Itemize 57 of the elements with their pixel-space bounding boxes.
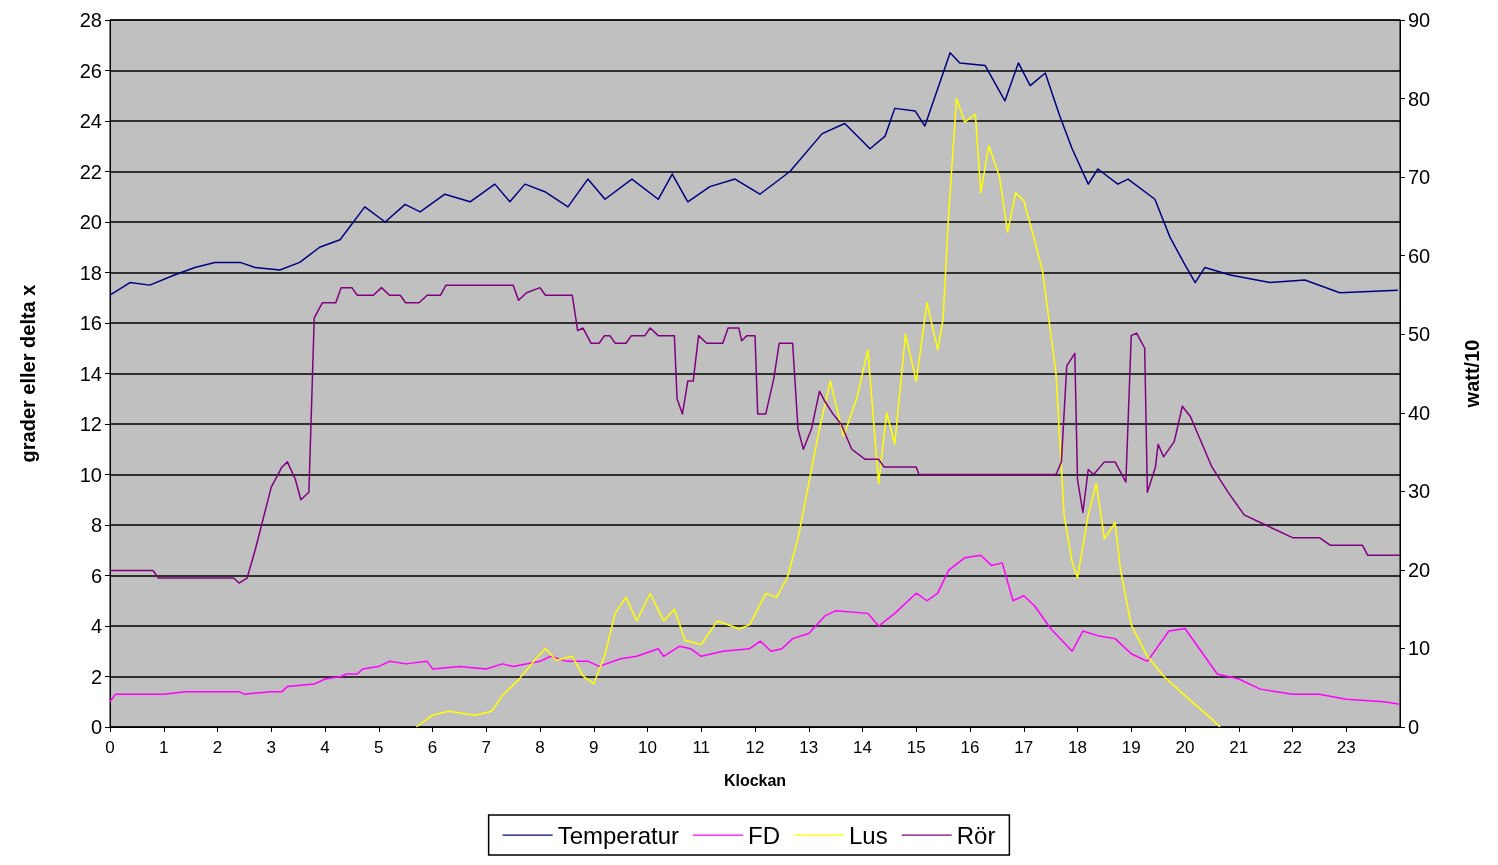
x-axis-title: Klockan	[723, 771, 787, 789]
y-tick-label: 26	[79, 59, 102, 82]
y2-tick-label: 70	[1408, 166, 1431, 189]
x-tick-label: 15	[906, 738, 926, 757]
y2-axis-title: watt/10	[1461, 339, 1483, 409]
x-tick-label: 10	[638, 738, 657, 757]
y2-tick-label: 40	[1408, 401, 1431, 424]
x-tick-label: 6	[427, 738, 438, 757]
x-tick-label: 14	[853, 738, 872, 757]
legend-label: Temperatur	[557, 821, 680, 849]
x-tick-label: 13	[799, 738, 819, 757]
x-tick-label: 23	[1336, 738, 1356, 757]
y-tick-label: 28	[79, 9, 102, 31]
y-tick-label: 16	[79, 312, 102, 334]
line-series	[415, 97, 1221, 728]
y-tick-label: 14	[79, 362, 102, 385]
legend-label: FD	[748, 821, 781, 849]
y2-tick-label: 90	[1408, 9, 1431, 31]
x-tick-label: 9	[589, 738, 599, 757]
legend-label: Lus	[849, 821, 888, 849]
x-tick-label: 21	[1229, 738, 1249, 757]
x-tick-label: 19	[1121, 738, 1141, 757]
y-tick-label: 22	[79, 160, 102, 183]
legend-label: Rör	[956, 821, 996, 849]
x-tick-label: 18	[1068, 738, 1087, 757]
y2-tick-label: 0	[1408, 716, 1420, 738]
y2-tick-label: 30	[1408, 480, 1431, 503]
x-tick-label: 1	[159, 738, 169, 757]
y-tick-label: 4	[90, 615, 102, 637]
y2-tick-label: 60	[1408, 244, 1431, 267]
x-tick-label: 3	[266, 738, 276, 757]
x-tick-label: 2	[212, 738, 223, 757]
y-tick-label: 18	[79, 261, 102, 284]
x-tick-label: 0	[105, 738, 115, 757]
x-tick-label: 8	[535, 738, 545, 757]
x-tick-label: 4	[320, 738, 330, 757]
y-tick-label: 2	[90, 665, 102, 688]
y-axis-title: grader eller delta x	[17, 284, 39, 463]
x-tick-label: 22	[1283, 738, 1302, 757]
y-tick-label: 8	[90, 514, 102, 536]
x-tick-label: 20	[1175, 738, 1195, 757]
y-tick-label: 0	[90, 716, 102, 738]
y2-tick-label: 50	[1408, 323, 1431, 346]
y2-tick-label: 20	[1408, 558, 1431, 581]
x-tick-label: 12	[745, 738, 765, 757]
x-tick-label: 16	[960, 738, 980, 757]
y2-tick-label: 80	[1408, 87, 1431, 110]
y-tick-label: 12	[79, 413, 102, 435]
x-tick-label: 11	[692, 738, 711, 757]
y-tick-label: 10	[79, 463, 102, 486]
y-tick-label: 24	[79, 110, 102, 132]
y2-tick-label: 10	[1408, 637, 1431, 660]
x-tick-label: 17	[1014, 738, 1034, 757]
x-tick-label: 5	[374, 738, 384, 757]
y-tick-label: 6	[90, 564, 102, 587]
y-tick-label: 20	[79, 211, 102, 233]
x-tick-label: 7	[481, 738, 491, 757]
